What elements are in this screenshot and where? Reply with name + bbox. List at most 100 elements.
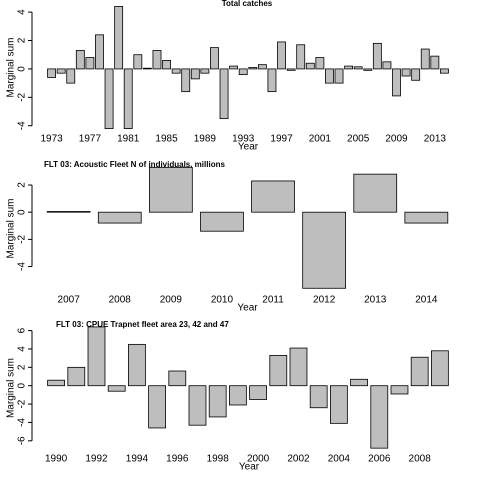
y-tick-label: 6 <box>17 327 28 333</box>
x-tick-label: 1996 <box>166 454 189 465</box>
bar <box>296 44 306 70</box>
bar <box>229 65 239 70</box>
x-tick-label: 2013 <box>364 295 387 306</box>
bar <box>238 68 248 76</box>
y-tick-label: -6 <box>17 436 28 445</box>
bar <box>152 50 162 70</box>
x-tick-label: 1994 <box>126 454 149 465</box>
bar <box>344 65 354 70</box>
x-tick-label: 2000 <box>247 454 270 465</box>
bar <box>430 350 449 387</box>
bar <box>148 166 193 213</box>
bar <box>404 211 449 224</box>
x-tick-label: 1985 <box>155 134 178 145</box>
y-axis-label: Marginal sum <box>6 358 17 418</box>
bar <box>47 379 65 387</box>
bar <box>148 385 166 429</box>
x-tick-label: 1989 <box>194 134 217 145</box>
bar <box>390 385 409 395</box>
bar <box>382 61 392 70</box>
x-tick-label: 2001 <box>309 134 332 145</box>
bar <box>325 68 334 84</box>
bar <box>370 385 389 449</box>
bar <box>219 68 229 120</box>
bar <box>190 68 200 80</box>
y-tick-label: 4 <box>17 9 28 15</box>
y-tick-label: 4 <box>17 346 28 352</box>
x-tick-label: 2008 <box>109 295 132 306</box>
bar <box>46 211 91 213</box>
bar <box>75 50 85 70</box>
x-tick-label: 2013 <box>424 134 447 145</box>
bar <box>392 68 401 97</box>
y-tick-label: 2 <box>17 37 28 43</box>
panel-title: Total catches <box>222 0 273 8</box>
bar <box>401 68 411 77</box>
y-tick-label: -4 <box>17 418 28 427</box>
bar <box>123 68 133 129</box>
bar <box>363 68 373 71</box>
y-tick-label: -2 <box>17 92 28 101</box>
y-tick-label: 0 <box>17 66 28 72</box>
bar <box>410 356 429 387</box>
bar <box>188 385 207 426</box>
bar <box>87 326 106 387</box>
bar <box>56 68 66 74</box>
bar <box>330 385 348 424</box>
bar <box>334 68 344 84</box>
bar <box>95 34 104 70</box>
x-tick-label: 2002 <box>287 454 310 465</box>
bar <box>114 6 124 70</box>
bar <box>411 68 421 81</box>
x-tick-label: 2012 <box>313 295 336 306</box>
x-tick-label: 1997 <box>270 134 293 145</box>
bar <box>162 59 171 70</box>
bar <box>133 54 143 70</box>
y-tick-label: 2 <box>17 182 28 188</box>
bar <box>353 173 398 213</box>
bar <box>104 68 114 129</box>
bar <box>251 180 295 213</box>
bar <box>350 378 368 387</box>
bar <box>107 385 126 392</box>
x-tick-label: 2007 <box>58 295 81 306</box>
x-tick-label: 1990 <box>45 454 68 465</box>
x-tick-label: 2014 <box>415 295 438 306</box>
x-tick-label: 1998 <box>207 454 230 465</box>
y-tick-label: -2 <box>17 234 28 243</box>
bar <box>208 385 227 418</box>
bar <box>257 64 267 70</box>
bar <box>302 211 347 289</box>
bar <box>353 66 363 70</box>
y-axis-label: Marginal sum <box>6 37 17 97</box>
x-tick-label: 2005 <box>347 134 370 145</box>
bar <box>200 211 244 232</box>
x-tick-label: 1981 <box>117 134 140 145</box>
bar <box>181 68 191 93</box>
x-axis-label: Year <box>237 303 258 314</box>
bar <box>286 68 296 71</box>
bar <box>277 41 286 70</box>
y-axis-label: Marginal sum <box>6 198 17 258</box>
bar <box>248 67 258 70</box>
x-tick-label: 2004 <box>328 454 351 465</box>
bar <box>249 385 267 400</box>
bar <box>289 347 308 387</box>
y-tick-label: 0 <box>17 382 28 388</box>
y-tick-label: -4 <box>17 121 28 130</box>
bar <box>67 366 86 387</box>
bar <box>47 68 57 78</box>
bar <box>267 68 277 93</box>
bar <box>85 57 95 70</box>
bar <box>128 343 146 387</box>
bar <box>200 68 210 74</box>
x-tick-label: 2010 <box>211 295 234 306</box>
bar <box>305 62 315 70</box>
x-tick-label: 2011 <box>262 295 284 306</box>
y-tick-label: -2 <box>17 399 28 408</box>
bar <box>168 370 187 387</box>
bar <box>439 68 449 74</box>
bar <box>269 354 288 387</box>
x-tick-label: 1992 <box>85 454 108 465</box>
panel-title: FLT 03: Acoustic Fleet N of individuals,… <box>44 160 225 169</box>
